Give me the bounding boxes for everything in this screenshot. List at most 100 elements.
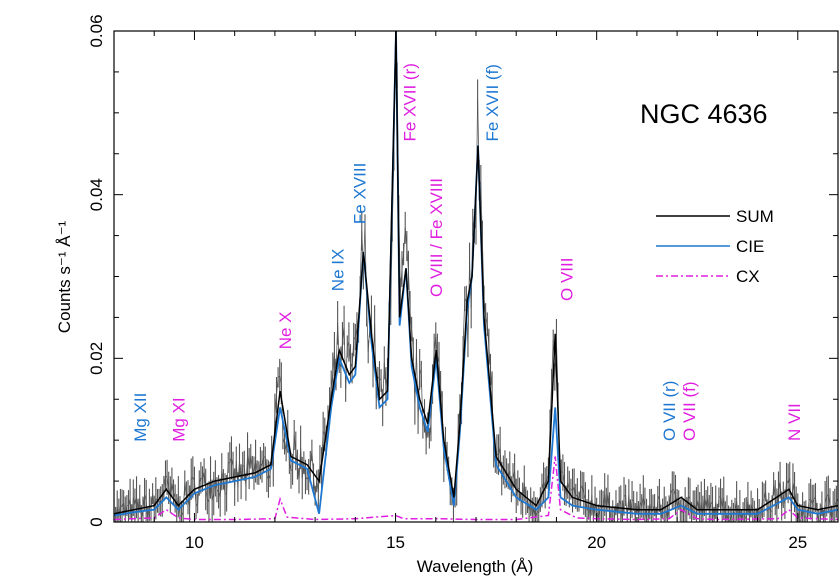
data-step	[216, 489, 219, 492]
chart-title: NGC 4636	[640, 99, 768, 129]
data-step	[760, 499, 763, 520]
line-id-label: O VII (f)	[680, 382, 699, 442]
data-step	[834, 501, 837, 507]
data-step	[819, 503, 823, 521]
data-step	[247, 454, 250, 469]
data-step	[309, 450, 313, 467]
data-step	[343, 325, 347, 390]
data-step	[348, 341, 351, 363]
data-step	[208, 477, 211, 503]
series-sum-line	[114, 31, 838, 515]
data-step	[564, 483, 567, 496]
data-step	[688, 496, 691, 499]
data-step	[408, 270, 411, 312]
data-step	[235, 461, 239, 488]
line-id-label: Fe XVIII	[350, 163, 369, 224]
series-cx-line	[114, 456, 838, 521]
data-step	[144, 494, 147, 501]
data-step	[158, 501, 161, 503]
data-step	[116, 506, 120, 518]
data-step	[136, 497, 139, 513]
model-lines-layer	[114, 31, 838, 521]
data-step	[667, 506, 670, 519]
data-step	[736, 500, 739, 521]
data-step	[480, 184, 483, 243]
data-step	[329, 388, 332, 406]
data-step	[699, 502, 702, 514]
data-step	[182, 482, 186, 512]
data-step	[752, 511, 755, 514]
legend-label-cie: CIE	[736, 237, 764, 256]
data-step	[383, 362, 387, 387]
data-step	[433, 336, 437, 350]
data-step	[132, 497, 136, 506]
data-step	[253, 461, 256, 474]
data-step	[211, 493, 215, 501]
data-step	[250, 456, 253, 468]
data-step	[659, 495, 662, 521]
data-step	[181, 511, 184, 516]
data-step	[380, 380, 384, 408]
legend: SUM CIE CX	[656, 207, 774, 286]
data-step	[279, 376, 282, 384]
data-step	[670, 489, 673, 494]
data-step	[647, 504, 651, 520]
data-step	[514, 470, 517, 496]
data-step	[184, 482, 187, 494]
data-step	[176, 496, 179, 509]
data-step	[707, 498, 710, 511]
data-step	[681, 511, 684, 513]
data-step	[541, 481, 544, 491]
data-step	[300, 447, 303, 479]
x-axis-title: Wavelength (Å)	[417, 557, 534, 576]
data-step	[197, 482, 200, 504]
data-step	[626, 494, 630, 519]
y-axis-title: Counts s⁻¹ Å⁻¹	[55, 220, 74, 333]
axis-ticks: 10 15 20 25 0 0.02 0.04 0.06	[87, 14, 839, 552]
data-step	[382, 362, 385, 408]
data-step	[409, 311, 413, 330]
data-step	[457, 407, 461, 425]
data-step	[676, 499, 680, 508]
data-step	[322, 431, 326, 435]
data-step	[535, 510, 538, 518]
data-step	[804, 516, 806, 518]
data-step	[428, 423, 432, 439]
data-step	[404, 227, 408, 247]
data-step	[203, 471, 207, 490]
data-step	[264, 456, 268, 476]
data-step	[549, 382, 553, 427]
data-step	[591, 495, 594, 518]
data-step	[366, 305, 369, 352]
data-step	[231, 457, 234, 467]
data-step	[641, 497, 644, 507]
data-step	[224, 492, 227, 495]
data-step	[581, 485, 585, 494]
data-step	[462, 298, 466, 347]
data-step	[776, 490, 779, 510]
data-step	[305, 476, 308, 480]
line-id-label: Mg XI	[169, 397, 188, 441]
data-step	[268, 474, 271, 480]
data-step	[511, 479, 514, 490]
data-step	[815, 497, 818, 514]
data-step	[710, 501, 713, 505]
data-step	[303, 462, 306, 477]
data-step	[438, 363, 442, 389]
data-step	[486, 324, 490, 347]
data-step	[293, 434, 297, 451]
data-step	[165, 475, 168, 478]
data-step	[515, 487, 519, 496]
data-step	[411, 328, 414, 350]
line-id-label: Mg XII	[131, 393, 150, 442]
data-step	[665, 508, 668, 519]
line-id-label: Fe XVII (r)	[401, 63, 420, 141]
data-step	[527, 501, 530, 511]
data-step	[811, 499, 815, 504]
data-step	[625, 495, 628, 519]
data-step	[166, 477, 170, 488]
data-step	[596, 511, 599, 519]
data-step	[525, 500, 528, 503]
data-step	[561, 471, 564, 473]
data-step	[379, 377, 382, 381]
